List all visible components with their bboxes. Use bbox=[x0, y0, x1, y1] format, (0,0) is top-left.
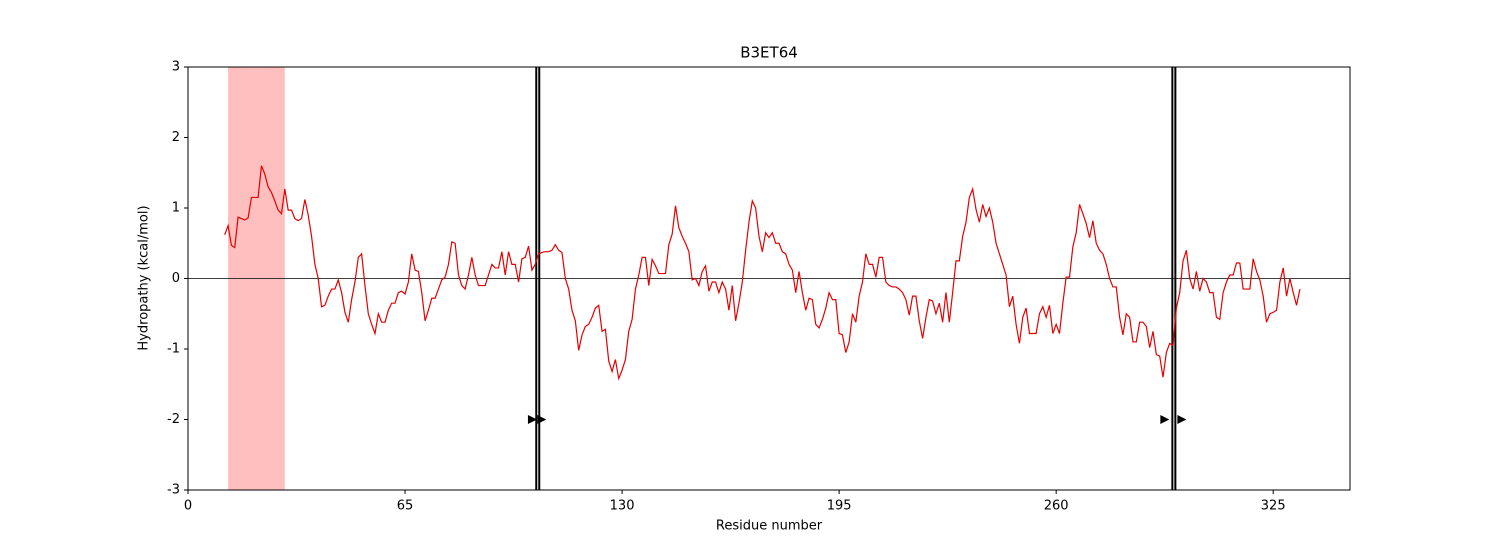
marker bbox=[537, 415, 547, 424]
x-tick-label: 260 bbox=[1044, 499, 1069, 514]
x-axis-label: Residue number bbox=[716, 519, 823, 534]
chart-title: B3ET64 bbox=[740, 44, 798, 62]
marker bbox=[1177, 415, 1187, 424]
y-axis-label: Hydropathy (kcal/mol) bbox=[137, 205, 152, 350]
y-tick-label: 3 bbox=[172, 60, 180, 75]
hydropathy-line bbox=[224, 165, 1301, 381]
y-tick-label: -3 bbox=[167, 483, 180, 498]
x-tick-label: 325 bbox=[1261, 499, 1286, 514]
y-tick-label: 1 bbox=[172, 201, 180, 216]
y-tick-label: 2 bbox=[172, 130, 180, 145]
x-tick-label: 0 bbox=[184, 499, 192, 514]
x-tick-label: 65 bbox=[397, 499, 414, 514]
marker bbox=[527, 415, 537, 424]
y-tick-label: -2 bbox=[167, 412, 180, 427]
y-tick-label: 0 bbox=[172, 271, 180, 286]
marker bbox=[1160, 415, 1170, 424]
x-tick-label: 130 bbox=[610, 499, 635, 514]
y-tick-label: -1 bbox=[167, 342, 180, 357]
x-tick-label: 195 bbox=[827, 499, 852, 514]
